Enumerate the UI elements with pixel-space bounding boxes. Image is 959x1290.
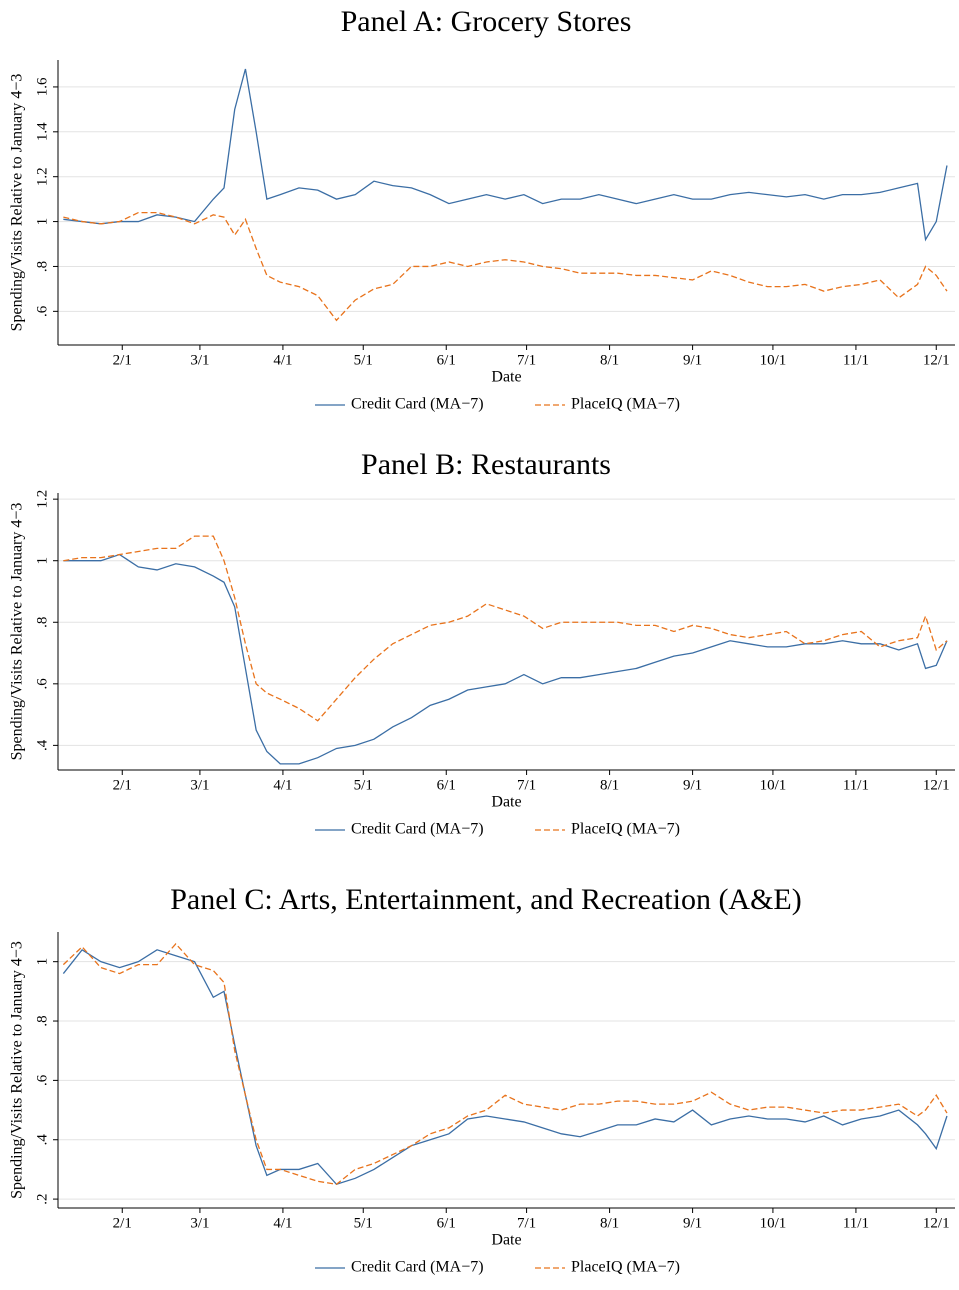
x-tick-label: 11/1 <box>843 352 869 368</box>
y-tick-label: 1 <box>34 218 50 226</box>
x-tick-label: 5/1 <box>354 1215 373 1231</box>
y-tick-label: 1.2 <box>34 490 50 509</box>
x-axis-label: Date <box>491 369 521 386</box>
y-tick-label: 1 <box>34 958 50 966</box>
x-tick-label: 6/1 <box>437 352 456 368</box>
x-tick-label: 10/1 <box>760 352 787 368</box>
x-tick-label: 3/1 <box>190 777 209 793</box>
data-line <box>62 948 948 1186</box>
x-tick-label: 3/1 <box>190 1215 209 1231</box>
x-tick-label: 7/1 <box>517 777 536 793</box>
y-tick-label: 1.4 <box>34 122 50 141</box>
panel-title: Panel A: Grocery Stores <box>341 5 632 38</box>
x-tick-label: 12/1 <box>923 777 950 793</box>
x-tick-label: 5/1 <box>354 777 373 793</box>
x-tick-label: 8/1 <box>600 1215 619 1231</box>
x-tick-label: 4/1 <box>273 777 292 793</box>
x-tick-label: 10/1 <box>760 777 787 793</box>
y-tick-label: .2 <box>34 1193 50 1204</box>
x-tick-label: 10/1 <box>760 1215 787 1231</box>
y-tick-label: .8 <box>34 261 50 272</box>
legend-label: PlaceIQ (MA−7) <box>571 1259 680 1276</box>
y-tick-label: .8 <box>34 1015 50 1026</box>
x-tick-label: 4/1 <box>273 352 292 368</box>
x-tick-label: 7/1 <box>517 352 536 368</box>
x-tick-label: 12/1 <box>923 1215 950 1231</box>
legend-label: PlaceIQ (MA−7) <box>571 821 680 838</box>
data-line <box>63 553 948 765</box>
x-tick-label: 9/1 <box>683 1215 702 1231</box>
x-tick-label: 2/1 <box>113 1215 132 1231</box>
legend-label: Credit Card (MA−7) <box>351 1259 484 1276</box>
x-tick-label: 4/1 <box>273 1215 292 1231</box>
x-tick-label: 7/1 <box>517 1215 536 1231</box>
y-tick-label: 1 <box>34 557 50 565</box>
x-tick-label: 8/1 <box>600 352 619 368</box>
x-axis-label: Date <box>491 1232 521 1249</box>
x-tick-label: 11/1 <box>843 777 869 793</box>
y-tick-label: .6 <box>34 1074 50 1086</box>
panel-title: Panel B: Restaurants <box>361 448 611 481</box>
legend-label: Credit Card (MA−7) <box>351 396 484 413</box>
x-axis-label: Date <box>491 794 521 811</box>
x-tick-label: 3/1 <box>190 352 209 368</box>
data-line <box>63 211 948 322</box>
x-tick-label: 11/1 <box>843 1215 869 1231</box>
y-axis-label: Spending/Visits Relative to January 4−3 <box>9 941 26 1199</box>
x-tick-label: 12/1 <box>923 352 950 368</box>
y-tick-label: .6 <box>34 305 50 317</box>
y-axis-label: Spending/Visits Relative to January 4−3 <box>9 74 26 332</box>
x-tick-label: 2/1 <box>113 777 132 793</box>
data-line <box>63 535 948 722</box>
y-tick-label: 1.2 <box>34 167 50 186</box>
panel-title: Panel C: Arts, Entertainment, and Recrea… <box>170 883 802 916</box>
x-tick-label: 6/1 <box>437 777 456 793</box>
x-tick-label: 9/1 <box>683 777 702 793</box>
y-tick-label: .4 <box>34 739 50 751</box>
y-tick-label: .4 <box>34 1134 50 1146</box>
data-line <box>62 942 948 1185</box>
x-tick-label: 8/1 <box>600 777 619 793</box>
x-tick-label: 2/1 <box>113 352 132 368</box>
legend-label: PlaceIQ (MA−7) <box>571 396 680 413</box>
legend-label: Credit Card (MA−7) <box>351 821 484 838</box>
x-tick-label: 6/1 <box>437 1215 456 1231</box>
data-line <box>63 68 948 242</box>
x-tick-label: 9/1 <box>683 352 702 368</box>
x-tick-label: 5/1 <box>354 352 373 368</box>
y-tick-label: 1.6 <box>34 77 50 96</box>
y-tick-label: .8 <box>34 617 50 628</box>
y-axis-label: Spending/Visits Relative to January 4−3 <box>9 503 26 761</box>
y-tick-label: .6 <box>34 678 50 690</box>
